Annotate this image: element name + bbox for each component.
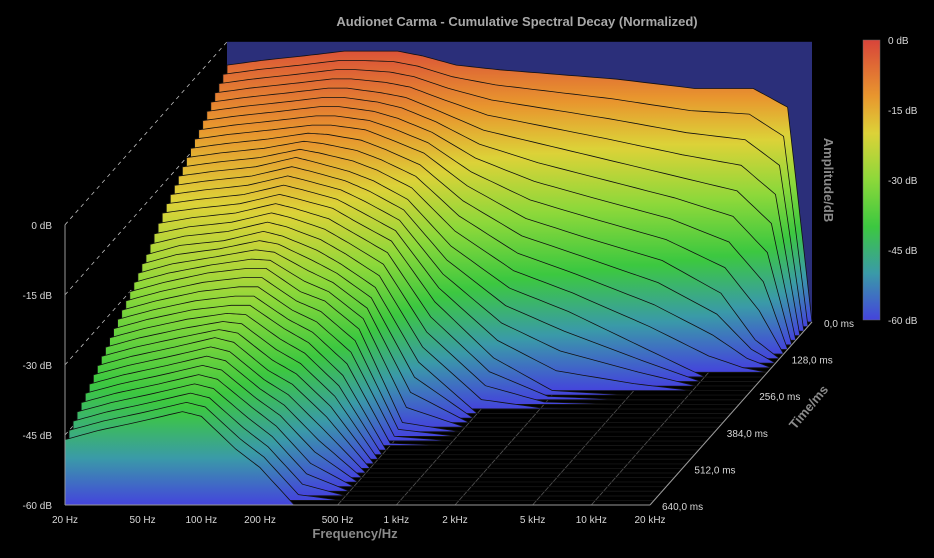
y-tick-label: 0 dB — [31, 221, 52, 232]
z-tick-label: 128,0 ms — [792, 356, 833, 367]
axes — [64, 224, 813, 506]
z-tick-labels: 0,0 ms 128,0 ms 256,0 ms 384,0 ms 512,0 ms 64… — [662, 319, 854, 513]
x-tick-label: 10 kHz — [576, 515, 607, 526]
x-tick-label: 100 Hz — [185, 515, 217, 526]
x-tick-label: 200 Hz — [244, 515, 276, 526]
amplitude-gridline — [64, 41, 228, 226]
x-tick-label: 2 kHz — [442, 515, 468, 526]
colorbar-label: -15 dB — [888, 106, 918, 117]
y-tick-label: -15 dB — [23, 291, 53, 302]
z-tick-label: 0,0 ms — [824, 319, 854, 330]
x-tick-label: 50 Hz — [130, 515, 156, 526]
x-tick-label: 1 kHz — [384, 515, 410, 526]
y-tick-label: -45 dB — [23, 431, 53, 442]
chart-title: Audionet Carma - Cumulative Spectral Dec… — [336, 14, 697, 29]
z-axis-line — [649, 321, 813, 506]
slices — [64, 50, 813, 506]
y-tick-label: -60 dB — [23, 501, 53, 512]
x-tick-label: 20 kHz — [634, 515, 665, 526]
colorbar-label: -60 dB — [888, 316, 918, 327]
colorbar-label: -45 dB — [888, 246, 918, 257]
z-tick-label: 512,0 ms — [694, 465, 735, 476]
z-tick-label: 256,0 ms — [759, 392, 800, 403]
x-axis-label: Frequency/Hz — [312, 526, 398, 541]
z-tick-label: 384,0 ms — [727, 429, 768, 440]
x-tick-label: 500 Hz — [322, 515, 354, 526]
y-tick-labels: 0 dB -15 dB -30 dB -45 dB -60 dB — [23, 221, 53, 512]
x-tick-labels: 20 Hz 50 Hz 100 Hz 200 Hz 500 Hz 1 kHz 2 kHz 5 … — [52, 515, 666, 526]
x-tick-label: 5 kHz — [520, 515, 546, 526]
z-tick-label: 640,0 ms — [662, 502, 703, 513]
y-axis-label: Amplitude/dB — [821, 138, 836, 223]
colorbar-label: -30 dB — [888, 176, 918, 187]
colorbar: 0 dB -15 dB -30 dB -45 dB -60 dB — [862, 36, 918, 327]
colorbar-label: 0 dB — [888, 36, 909, 47]
y-tick-label: -30 dB — [23, 361, 53, 372]
colorbar-gradient — [862, 39, 881, 321]
x-tick-label: 20 Hz — [52, 515, 78, 526]
z-axis-label: Time/ms — [786, 382, 831, 432]
